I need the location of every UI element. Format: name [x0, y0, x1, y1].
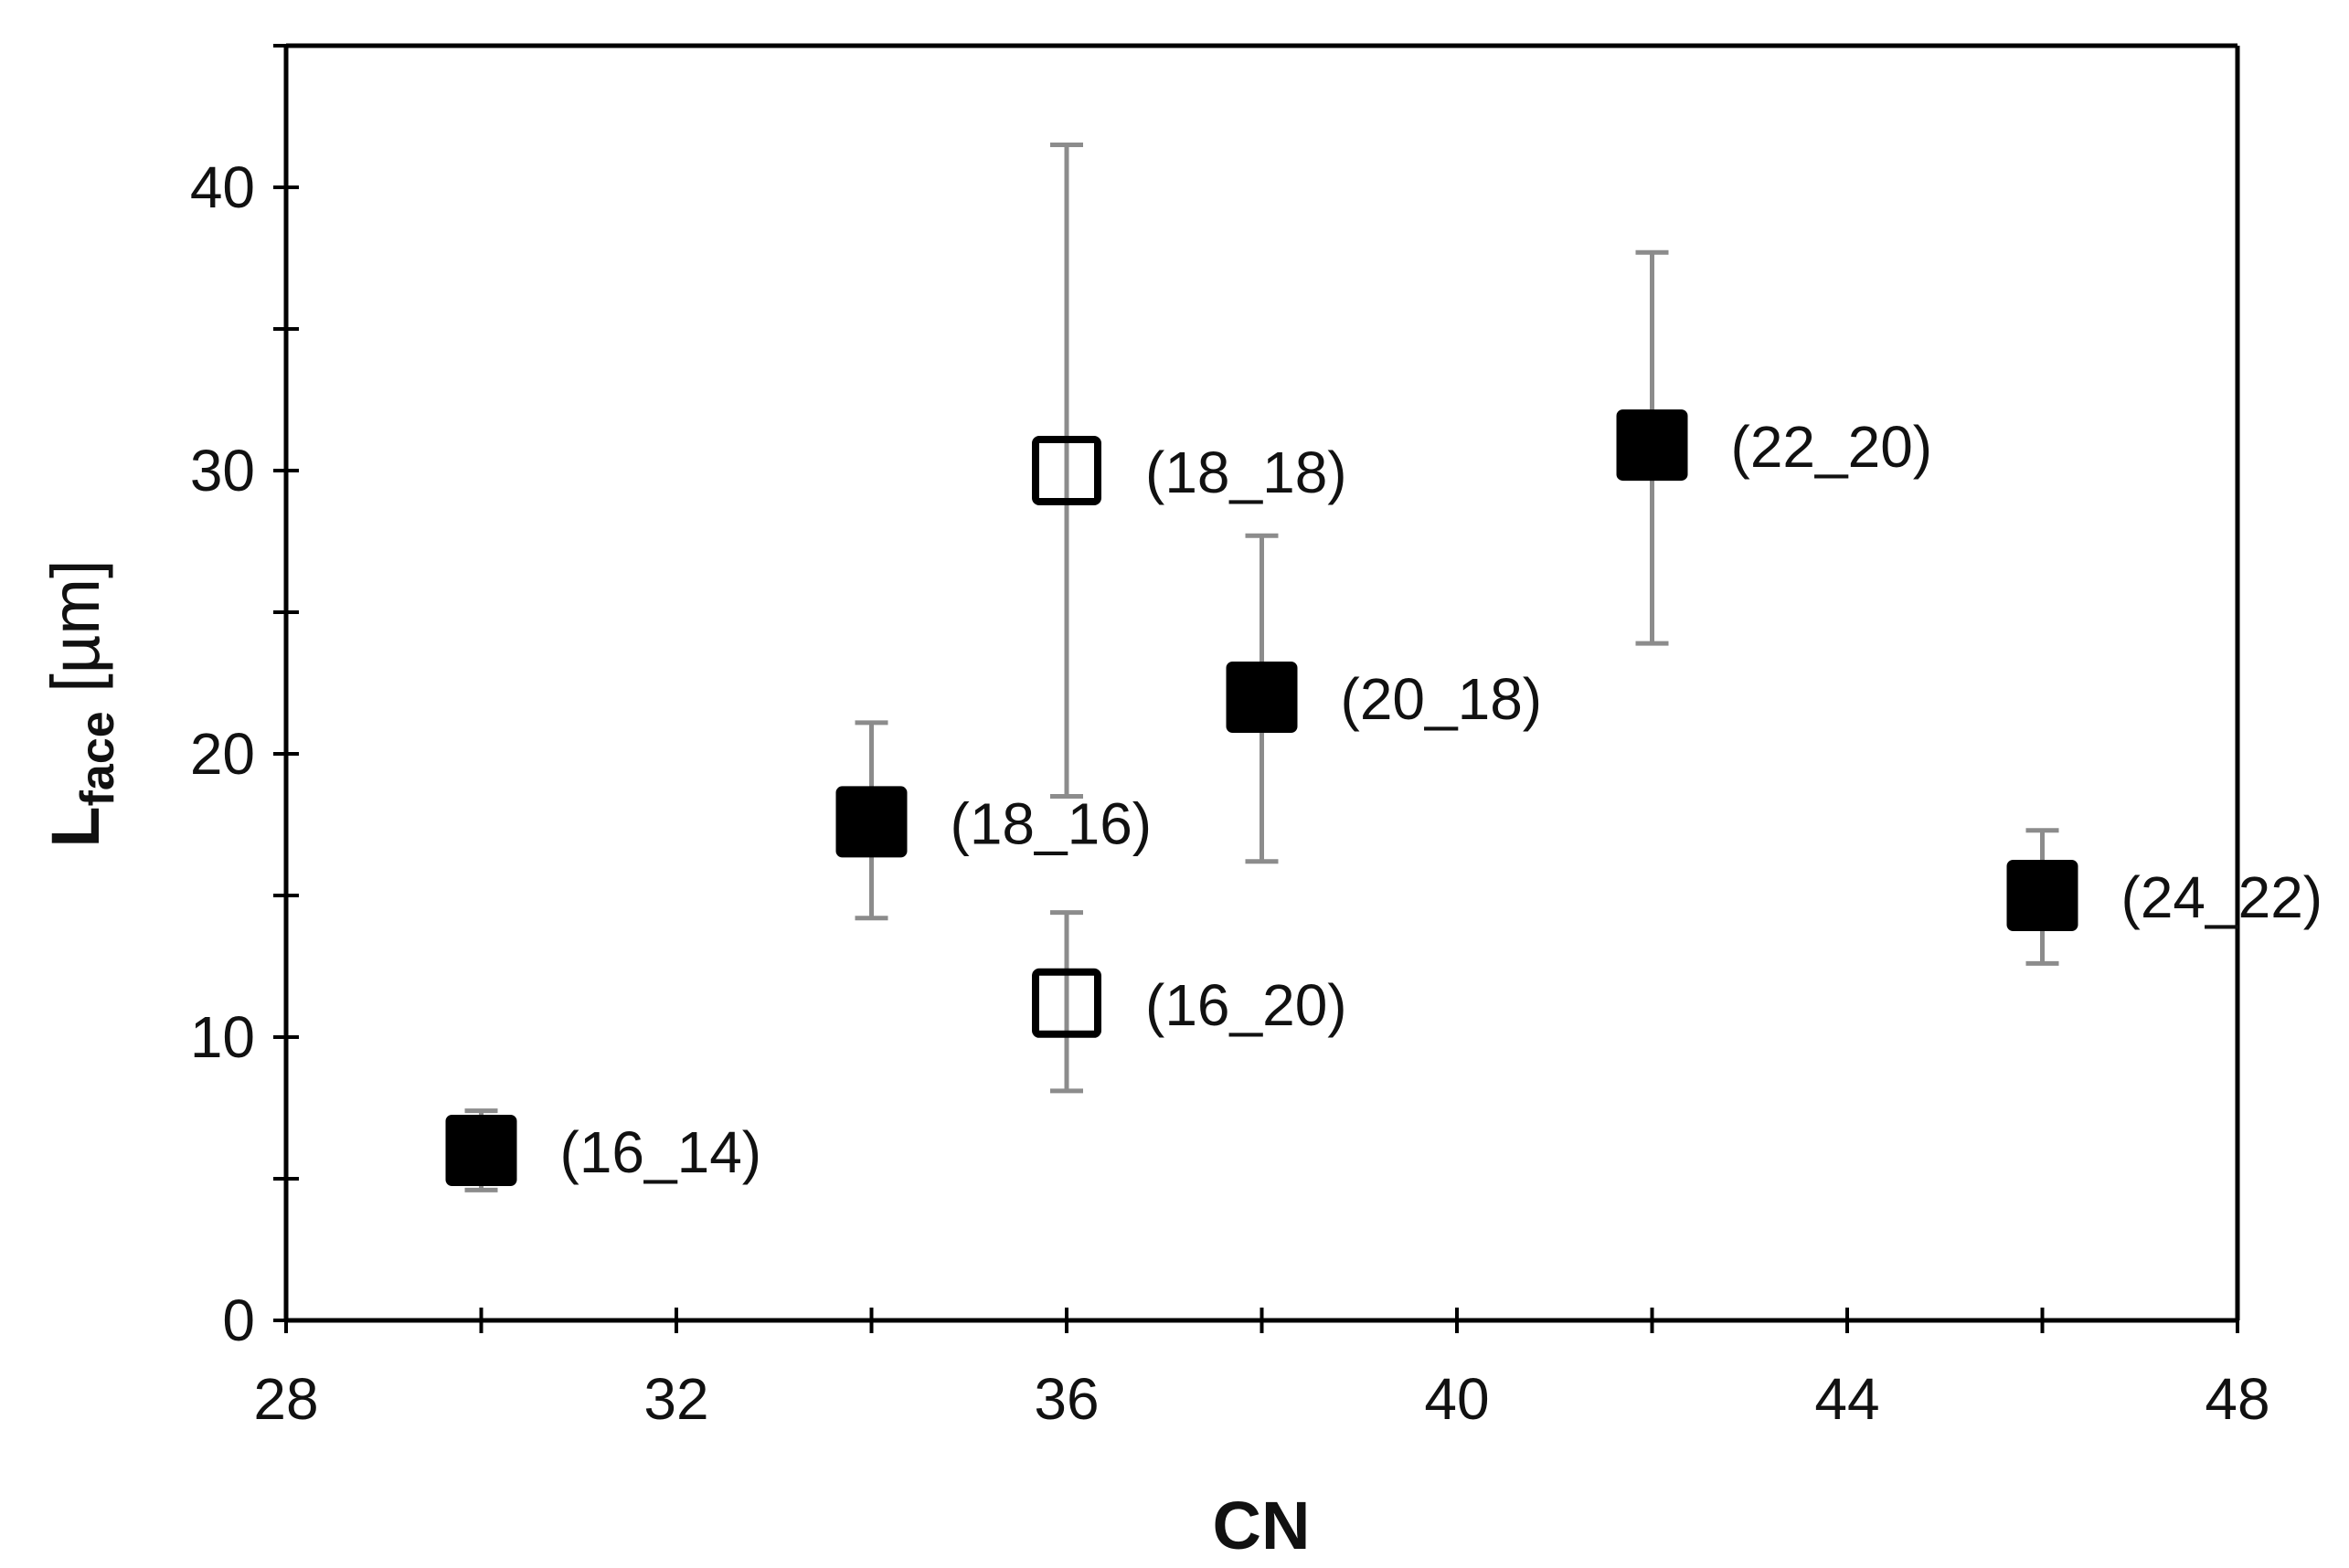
y-tick-label: 20 [190, 721, 255, 787]
x-tick-label: 44 [1814, 1366, 1879, 1432]
filled-square-marker [445, 1115, 517, 1186]
y-axis-title-main: L [37, 806, 113, 847]
axis-ticks [273, 44, 2239, 1333]
x-axis-title: CN [1213, 1488, 1311, 1563]
point-label: (18_18) [1145, 440, 1347, 505]
x-tick-label: 40 [1424, 1366, 1489, 1432]
open-square-marker [1032, 968, 1101, 1038]
filled-square-marker [2006, 860, 2078, 931]
x-tick-label: 28 [253, 1366, 318, 1432]
x-tick-label: 48 [2205, 1366, 2269, 1432]
filled-square-marker [1226, 662, 1298, 733]
point-label: (16_20) [1145, 972, 1347, 1038]
filled-square-marker [1616, 409, 1688, 482]
point-label: (22_20) [1731, 414, 1933, 480]
point-label: (24_22) [2121, 864, 2323, 930]
point-label: (20_18) [1341, 666, 1543, 732]
point-label: (18_16) [951, 790, 1153, 856]
y-axis-title-unit: [µm] [37, 559, 113, 711]
point-labels: (16_14) (18_16) (18_18) (16_20) (20_18) (22_2… [560, 414, 2323, 1185]
y-axis-title-subscript: face [71, 711, 124, 806]
x-tick-label: 36 [1034, 1366, 1099, 1432]
open-square-marker [1032, 436, 1101, 505]
y-tick-label: 10 [190, 1004, 255, 1070]
y-axis-title: Lface [µm] [37, 559, 124, 847]
axis-tick-labels: 28 32 36 40 44 48 0 10 20 30 40 [190, 154, 2270, 1432]
filled-square-marker [835, 786, 908, 858]
y-tick-label: 30 [190, 438, 255, 503]
data-markers [445, 409, 2078, 1186]
x-tick-label: 32 [643, 1366, 708, 1432]
y-tick-label: 0 [222, 1287, 255, 1353]
y-tick-label: 40 [190, 154, 255, 220]
point-label: (16_14) [560, 1119, 762, 1185]
